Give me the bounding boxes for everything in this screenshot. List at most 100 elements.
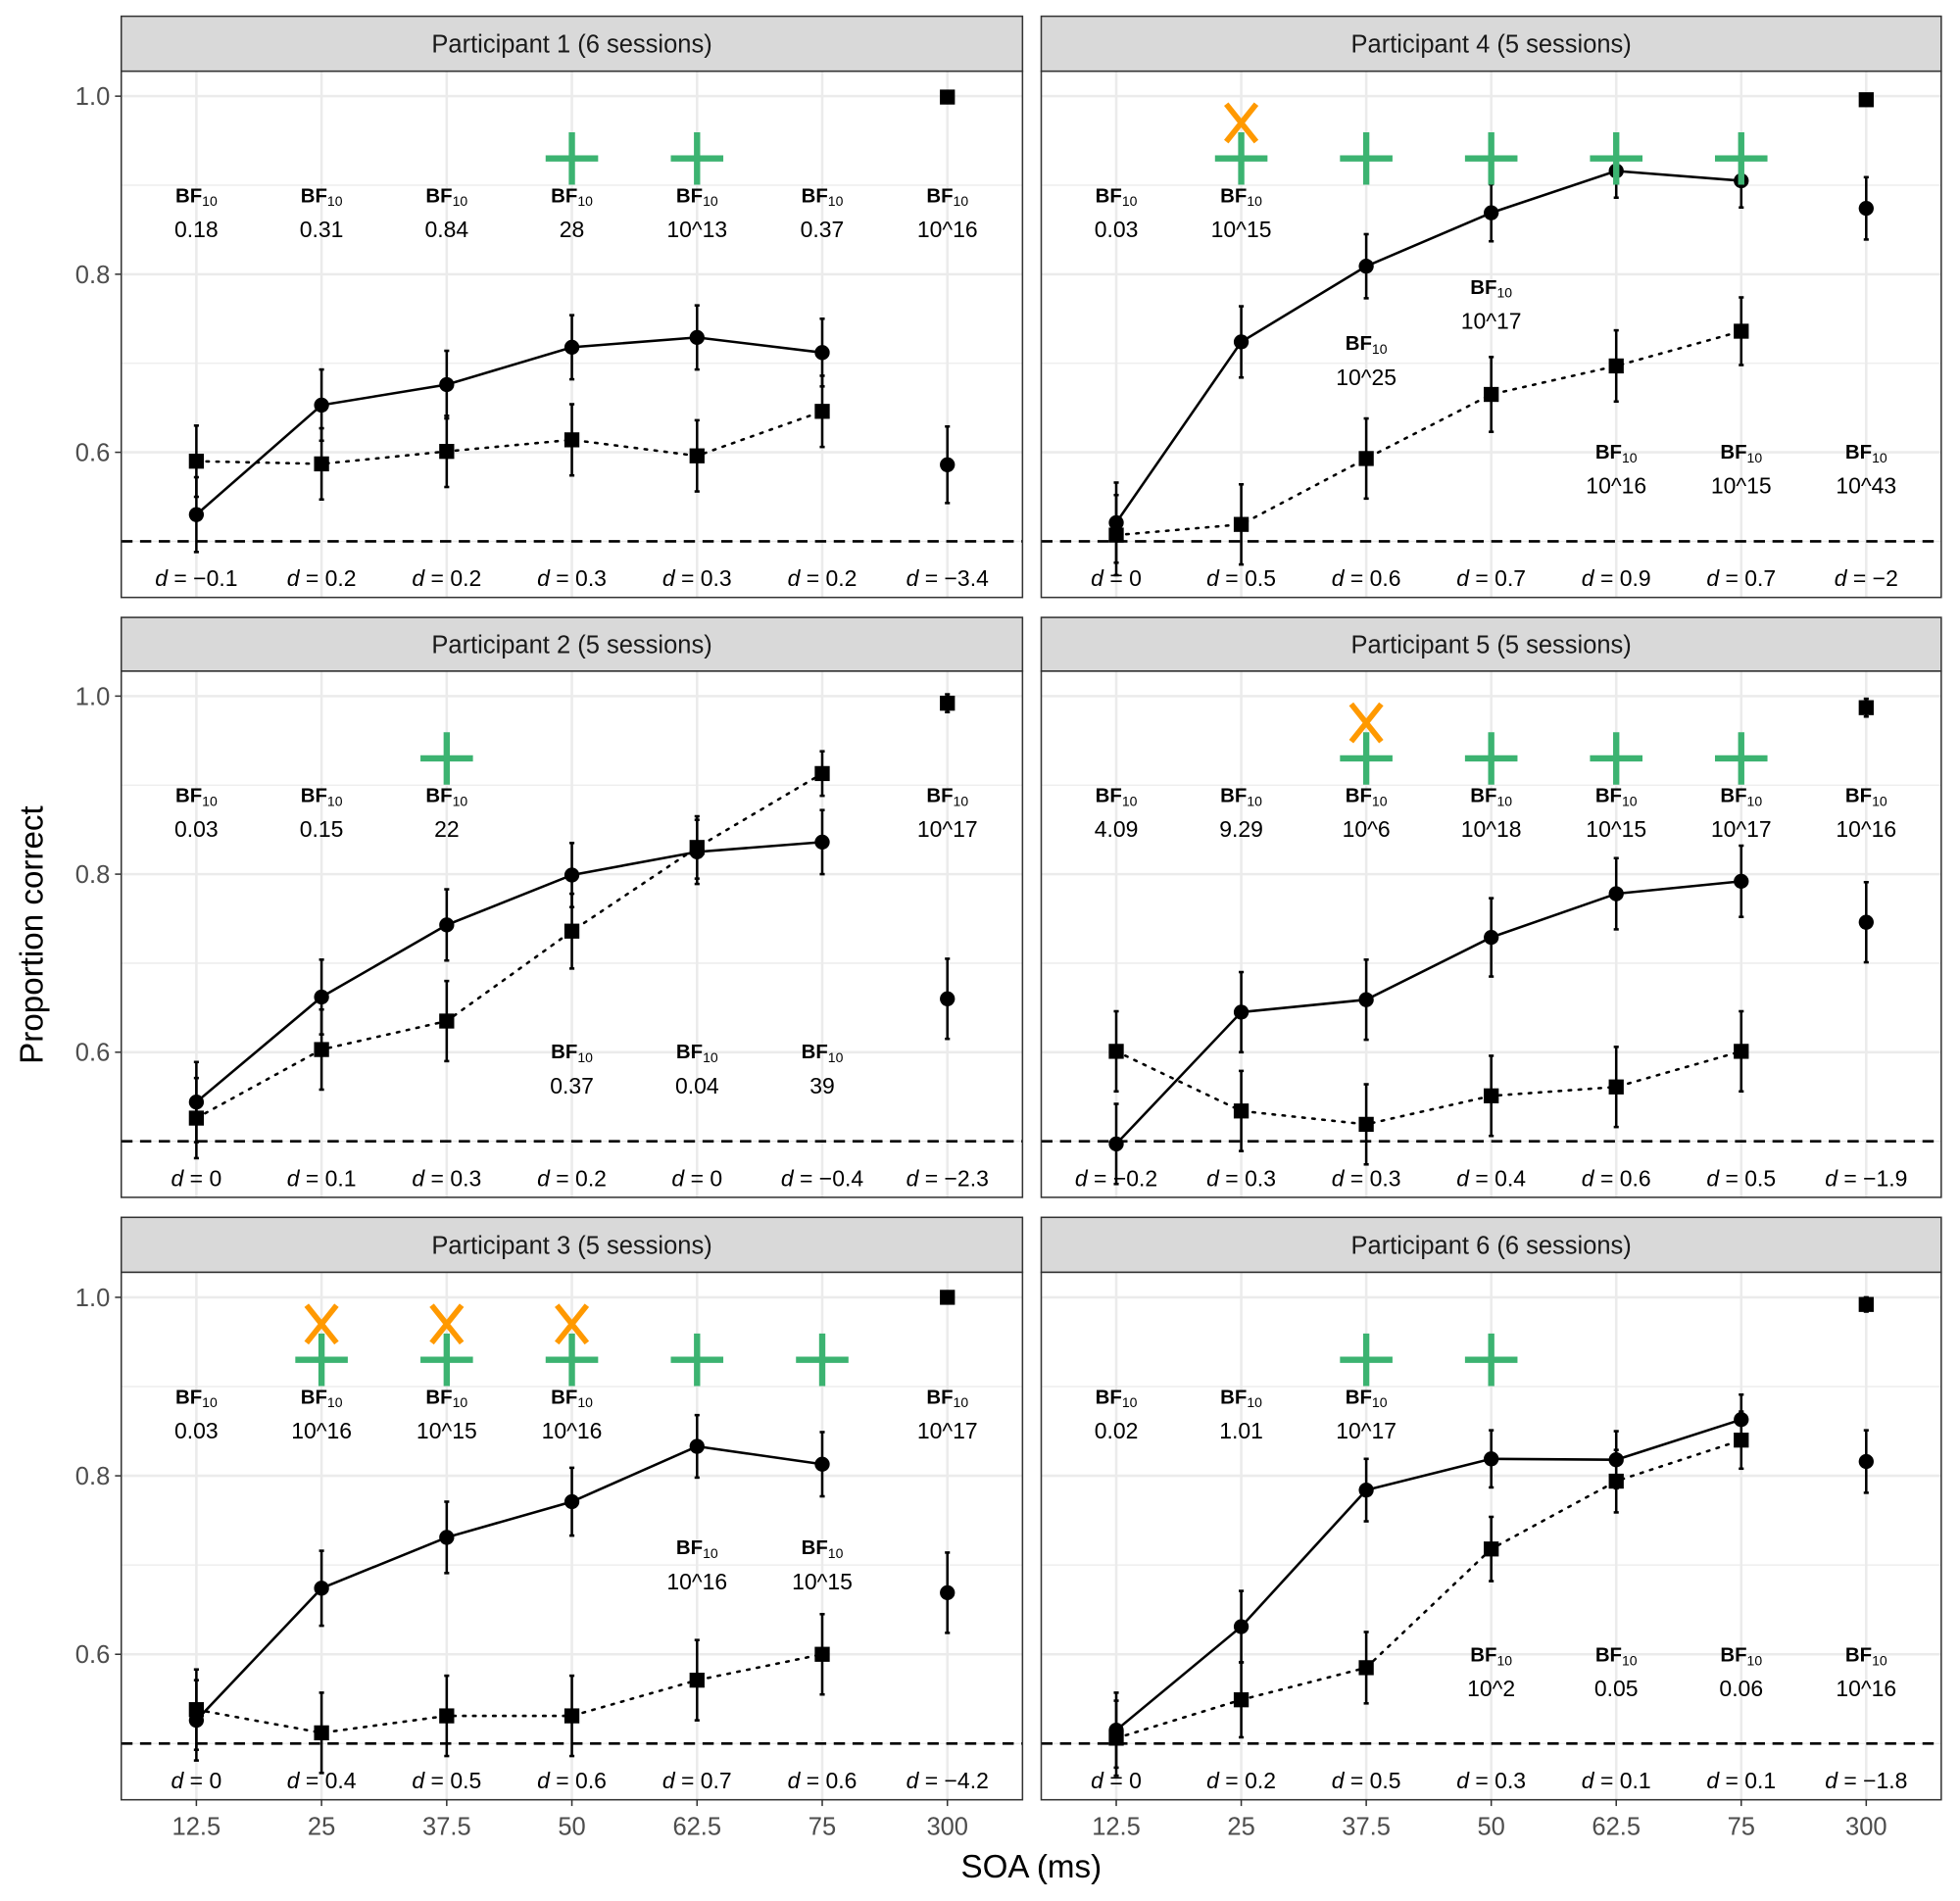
effect-size-label: d = 0.2: [412, 565, 481, 591]
square-point: [1233, 1692, 1250, 1708]
d-value: 0.3: [1370, 1165, 1401, 1191]
square-point: [940, 695, 956, 711]
d-equals: =: [1103, 1768, 1129, 1793]
d-equals: =: [1219, 1768, 1245, 1793]
square-point: [188, 454, 205, 469]
panel-title: Participant 1 (6 sessions): [431, 31, 711, 59]
circle-point: [1858, 1453, 1874, 1470]
bf-value: 0.37: [550, 1073, 594, 1098]
bf-subscript: 10: [1872, 793, 1887, 808]
bf-label: BF10: [1096, 786, 1138, 809]
d-value: 0.3: [701, 565, 732, 591]
bf-value: 10^16: [542, 1418, 603, 1443]
effect-size-label: d = 0.6: [1582, 1165, 1651, 1191]
d-equals: =: [424, 565, 450, 591]
circle-point: [1358, 992, 1374, 1007]
d-value: −3.4: [945, 565, 990, 591]
d-symbol: d: [671, 1165, 685, 1191]
x-tick-label: 300: [926, 1813, 968, 1840]
circle-point: [1108, 1136, 1124, 1152]
d-symbol: d: [1332, 1165, 1346, 1191]
cross-b: [1224, 102, 1259, 144]
d-equals: =: [1719, 1768, 1744, 1793]
bf-label: BF10: [301, 1387, 343, 1410]
circle-point: [1233, 334, 1250, 350]
bf-value: 10^15: [1211, 217, 1272, 242]
square-point: [1233, 1103, 1250, 1119]
circle-point: [314, 1581, 329, 1596]
d-equals: =: [794, 1165, 819, 1191]
bf-value: 10^13: [666, 217, 727, 242]
circle-point: [1484, 929, 1499, 946]
effect-size-label: d = 0: [1091, 565, 1142, 591]
d-symbol: d: [1206, 565, 1220, 591]
d-equals: =: [1594, 1768, 1620, 1793]
bf-label-text: BF: [1096, 786, 1122, 807]
panel-strip: [120, 15, 1024, 73]
d-equals: =: [1847, 565, 1873, 591]
solid-series-line: [195, 841, 823, 1103]
d-equals: =: [1594, 1165, 1620, 1191]
d-value: −0.1: [193, 565, 237, 591]
d-symbol: d: [1582, 1165, 1595, 1191]
effect-size-label: d = 0.1: [1582, 1768, 1651, 1793]
d-symbol: d: [172, 1165, 185, 1191]
square-point: [314, 1725, 329, 1741]
green-plus-marker: [1340, 1333, 1393, 1387]
circle-point: [439, 376, 455, 393]
bf-label: BF10: [1720, 786, 1762, 809]
d-symbol: d: [1332, 1768, 1346, 1793]
bf-label-text: BF: [926, 786, 953, 807]
panel-5: Participant 3 (5 sessions)BF100.03BF1010…: [75, 1216, 1024, 1840]
bf-label: BF10: [1470, 277, 1512, 301]
d-equals: =: [1719, 1165, 1744, 1191]
panel-title: Participant 3 (5 sessions): [431, 1232, 711, 1259]
bf-subscript: 10: [1496, 1652, 1512, 1668]
d-value: −2.3: [945, 1165, 989, 1191]
effect-size-label: d = 0.5: [1706, 1165, 1776, 1191]
bf-label: BF10: [1845, 786, 1887, 809]
bf-value: 10^17: [1461, 309, 1522, 334]
effect-size-label: d = −0.4: [781, 1165, 863, 1191]
orange-cross-marker: [1224, 102, 1259, 144]
bf-label-text: BF: [676, 1042, 703, 1063]
d-equals: =: [675, 1768, 701, 1793]
circle-point: [188, 507, 205, 522]
circle-point: [1858, 200, 1874, 217]
square-point: [1108, 1044, 1124, 1059]
square-point: [1734, 323, 1749, 339]
d-equals: =: [550, 1768, 575, 1793]
bf-subscript: 10: [1496, 793, 1512, 808]
bf-label: BF10: [551, 185, 593, 209]
bf-label-text: BF: [175, 1387, 202, 1408]
d-value: 0.7: [1744, 565, 1776, 591]
effect-size-label: d = 0.2: [537, 1165, 607, 1191]
green-plus-marker: [1590, 131, 1643, 185]
panel-3: Participant 2 (5 sessions)BF100.03BF100.…: [75, 616, 1024, 1198]
bf-label: BF10: [1595, 786, 1638, 809]
square-point: [439, 444, 455, 460]
d-symbol: d: [412, 1165, 425, 1191]
x-tick-label: 37.5: [422, 1813, 471, 1840]
d-equals: =: [1838, 1165, 1863, 1191]
circle-point: [940, 457, 956, 472]
x-tick-label: 62.5: [672, 1813, 721, 1840]
d-equals: =: [1344, 1165, 1369, 1191]
bf-value: 10^16: [666, 1569, 727, 1594]
d-symbol: d: [1456, 1165, 1470, 1191]
panel-2: Participant 4 (5 sessions)BF100.03BF1010…: [1040, 15, 1942, 599]
cross-b: [1348, 702, 1384, 744]
bf-label: BF10: [175, 786, 218, 809]
circle-point: [1358, 1483, 1374, 1498]
solid-series-line: [1115, 880, 1741, 1145]
d-value: 0.3: [1245, 1165, 1276, 1191]
effect-size-label: d = 0.3: [537, 565, 607, 591]
bf-value: 10^16: [1586, 473, 1646, 499]
d-equals: =: [550, 1165, 575, 1191]
bf-label-text: BF: [1845, 442, 1872, 463]
square-point: [314, 1042, 329, 1057]
bf-label-text: BF: [1096, 1387, 1122, 1408]
bf-subscript: 10: [1372, 793, 1388, 808]
panel-strip: [1040, 616, 1942, 672]
bf-subscript: 10: [577, 193, 593, 209]
